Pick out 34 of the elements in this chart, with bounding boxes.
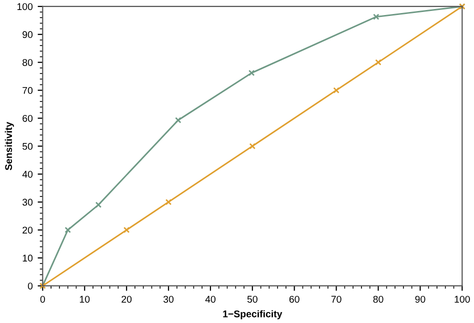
y-tick-label: 40 <box>22 170 33 178</box>
point <box>375 59 382 66</box>
x-tick-label: 90 <box>415 296 426 303</box>
point <box>373 14 380 20</box>
y-tick-label: 90 <box>22 31 33 38</box>
x-tick-label: 20 <box>122 296 132 303</box>
point <box>175 117 182 124</box>
x-tick-label: 80 <box>373 296 384 303</box>
point <box>165 198 172 206</box>
y-tick-label: 20 <box>22 226 33 234</box>
y-tick-label: 0 <box>28 282 33 290</box>
y-tick-label: 30 <box>22 198 33 206</box>
y-tick-label: 100 <box>17 3 33 10</box>
x-tick-label: 40 <box>205 296 216 303</box>
point <box>64 226 71 234</box>
y-tick-label: 10 <box>22 254 33 262</box>
point <box>248 70 255 76</box>
y-axis-title: Sensitivity <box>4 122 14 170</box>
y-tick-label: 80 <box>22 59 33 66</box>
x-axis-title: 1−Specificity <box>223 310 282 320</box>
x-tick-label: 100 <box>454 296 470 303</box>
x-tick-label: 0 <box>40 296 45 303</box>
x-tick-label: 50 <box>247 296 258 303</box>
y-tick-label: 60 <box>22 114 33 122</box>
x-tick-label: 70 <box>331 296 342 303</box>
point <box>333 87 340 94</box>
point <box>249 143 256 150</box>
y-tick-label: 70 <box>22 87 33 94</box>
x-tick-label: 60 <box>289 296 300 303</box>
point <box>95 202 102 208</box>
y-tick-label: 50 <box>22 142 33 150</box>
x-tick-label: 10 <box>80 296 90 303</box>
x-tick-label: 30 <box>163 296 174 303</box>
point <box>123 226 130 234</box>
